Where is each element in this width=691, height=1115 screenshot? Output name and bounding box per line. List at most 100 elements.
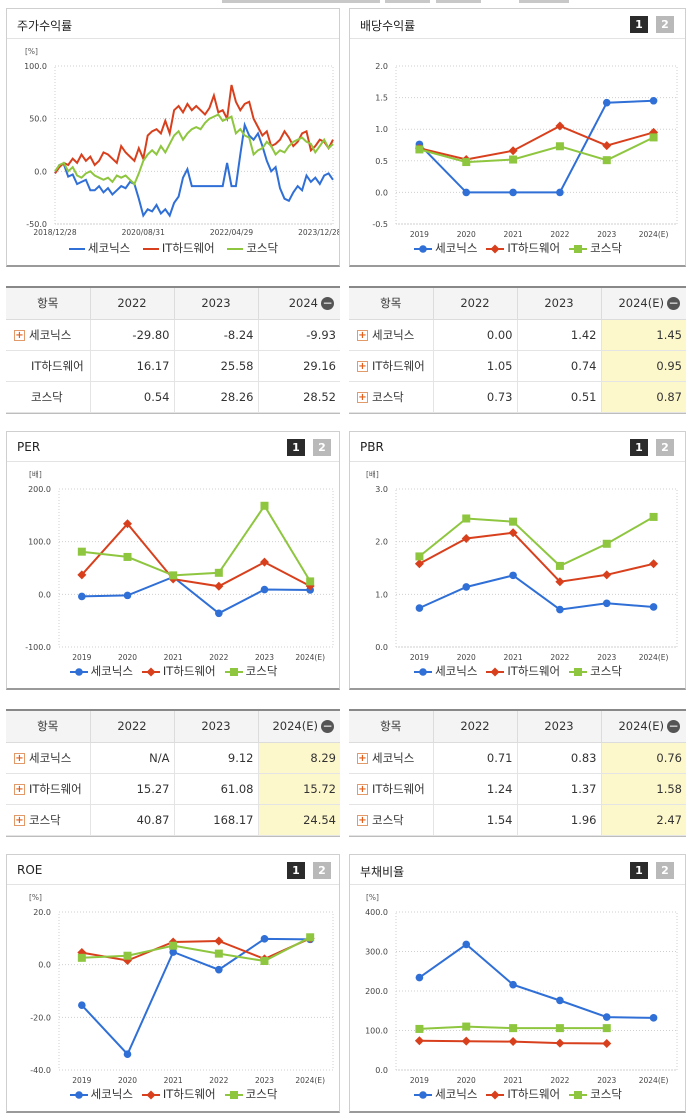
data-point[interactable] xyxy=(509,155,518,164)
page-1-button[interactable]: 1 xyxy=(630,439,648,456)
data-point[interactable] xyxy=(602,1024,611,1033)
legend-marker-shape[interactable] xyxy=(490,1090,500,1099)
row-label-cell[interactable]: + IT하드웨어 xyxy=(6,773,90,805)
data-point[interactable] xyxy=(556,996,564,1005)
data-point[interactable] xyxy=(77,953,86,962)
data-point[interactable] xyxy=(123,955,132,965)
data-point[interactable] xyxy=(414,1036,424,1046)
expand-plus-icon[interactable]: + xyxy=(357,360,368,372)
legend-item[interactable]: 세코닉스 xyxy=(68,240,130,256)
data-point[interactable] xyxy=(123,591,132,600)
data-point[interactable] xyxy=(260,956,269,965)
data-point[interactable] xyxy=(123,1050,132,1058)
legend-item[interactable]: IT하드웨어 xyxy=(141,663,216,679)
data-point[interactable] xyxy=(509,980,517,989)
legend-marker-shape[interactable] xyxy=(574,244,583,253)
data-point[interactable] xyxy=(555,1038,565,1048)
legend-item[interactable]: IT하드웨어 xyxy=(485,240,560,256)
data-point[interactable] xyxy=(462,514,471,523)
legend-marker-shape[interactable] xyxy=(146,667,156,676)
data-point[interactable] xyxy=(649,133,658,142)
data-point[interactable] xyxy=(461,534,471,544)
page-1-button[interactable]: 1 xyxy=(630,862,648,879)
data-point[interactable] xyxy=(649,603,658,611)
data-point[interactable] xyxy=(260,557,269,567)
expand-plus-icon[interactable]: + xyxy=(357,391,368,403)
data-point[interactable] xyxy=(169,571,178,580)
row-label-cell[interactable]: + IT하드웨어 xyxy=(349,350,433,382)
page-2-button[interactable]: 2 xyxy=(656,439,674,456)
data-point[interactable] xyxy=(508,146,518,156)
expand-plus-icon[interactable]: + xyxy=(14,752,25,764)
page-1-button[interactable]: 1 xyxy=(287,862,305,879)
data-point[interactable] xyxy=(509,188,517,197)
page-2-button[interactable]: 2 xyxy=(313,439,331,456)
legend-marker-shape[interactable] xyxy=(419,1090,427,1099)
legend-item[interactable]: 코스닥 xyxy=(226,240,278,256)
row-label-cell[interactable]: 코스닥 xyxy=(6,381,90,413)
legend-marker-shape[interactable] xyxy=(229,1090,238,1099)
legend-marker-shape[interactable] xyxy=(419,244,427,253)
data-point[interactable] xyxy=(462,188,471,197)
data-point[interactable] xyxy=(555,121,565,131)
row-label-cell[interactable]: + IT하드웨어 xyxy=(349,773,433,805)
row-label-cell[interactable]: + 세코닉스 xyxy=(6,319,90,351)
data-point[interactable] xyxy=(649,512,658,521)
data-point[interactable] xyxy=(77,547,86,556)
data-point[interactable] xyxy=(649,559,659,569)
data-point[interactable] xyxy=(509,1024,518,1033)
row-label-cell[interactable]: + 코스닥 xyxy=(349,804,433,836)
data-point[interactable] xyxy=(555,142,564,151)
legend-item[interactable]: 세코닉스 xyxy=(69,663,133,679)
page-2-button[interactable]: 2 xyxy=(656,16,674,33)
data-point[interactable] xyxy=(415,1024,424,1033)
data-point[interactable] xyxy=(260,501,269,510)
data-point[interactable] xyxy=(77,570,87,580)
data-point[interactable] xyxy=(508,1037,518,1047)
data-point[interactable] xyxy=(77,948,87,958)
legend-item[interactable]: 세코닉스 xyxy=(413,1086,477,1102)
legend-marker-shape[interactable] xyxy=(490,667,500,676)
data-point[interactable] xyxy=(602,1013,611,1021)
data-point[interactable] xyxy=(649,1014,658,1022)
data-point[interactable] xyxy=(415,552,424,561)
row-label-cell[interactable]: IT하드웨어 xyxy=(6,350,90,382)
data-point[interactable] xyxy=(214,568,223,577)
legend-item[interactable]: 코스닥 xyxy=(224,663,277,679)
legend-marker-shape[interactable] xyxy=(574,1090,583,1099)
data-point[interactable] xyxy=(649,96,658,105)
legend-marker-shape[interactable] xyxy=(574,667,583,676)
legend-item[interactable]: 코스닥 xyxy=(568,663,622,679)
expand-plus-icon[interactable]: + xyxy=(357,752,368,764)
data-point[interactable] xyxy=(214,581,224,591)
data-point[interactable] xyxy=(260,935,269,943)
legend-marker-shape[interactable] xyxy=(74,1090,83,1099)
legend-marker-shape[interactable] xyxy=(490,244,500,253)
data-point[interactable] xyxy=(555,577,565,587)
row-label-cell[interactable]: + 코스닥 xyxy=(349,381,433,413)
data-point[interactable] xyxy=(602,570,612,580)
data-point[interactable] xyxy=(602,1039,612,1049)
data-point[interactable] xyxy=(602,98,611,107)
data-point[interactable] xyxy=(215,609,223,618)
legend-item[interactable]: 세코닉스 xyxy=(69,1086,133,1102)
data-point[interactable] xyxy=(462,158,471,167)
data-point[interactable] xyxy=(123,951,132,960)
collapse-icon[interactable]: − xyxy=(321,719,334,734)
data-point[interactable] xyxy=(415,604,424,612)
data-point[interactable] xyxy=(509,517,518,526)
data-point[interactable] xyxy=(123,519,132,529)
legend-marker-shape[interactable] xyxy=(419,667,427,676)
data-point[interactable] xyxy=(461,1036,471,1046)
legend-item[interactable]: 코스닥 xyxy=(568,1086,622,1102)
data-point[interactable] xyxy=(169,941,178,950)
legend-item[interactable]: 코스닥 xyxy=(568,240,622,256)
data-point[interactable] xyxy=(415,973,424,982)
expand-plus-icon[interactable]: + xyxy=(14,783,25,795)
data-point[interactable] xyxy=(415,145,424,154)
page-1-button[interactable]: 1 xyxy=(287,439,305,456)
data-point[interactable] xyxy=(169,948,177,956)
legend-item[interactable]: 코스닥 xyxy=(224,1086,277,1102)
data-point[interactable] xyxy=(214,936,224,946)
legend-item[interactable]: IT하드웨어 xyxy=(142,240,215,256)
